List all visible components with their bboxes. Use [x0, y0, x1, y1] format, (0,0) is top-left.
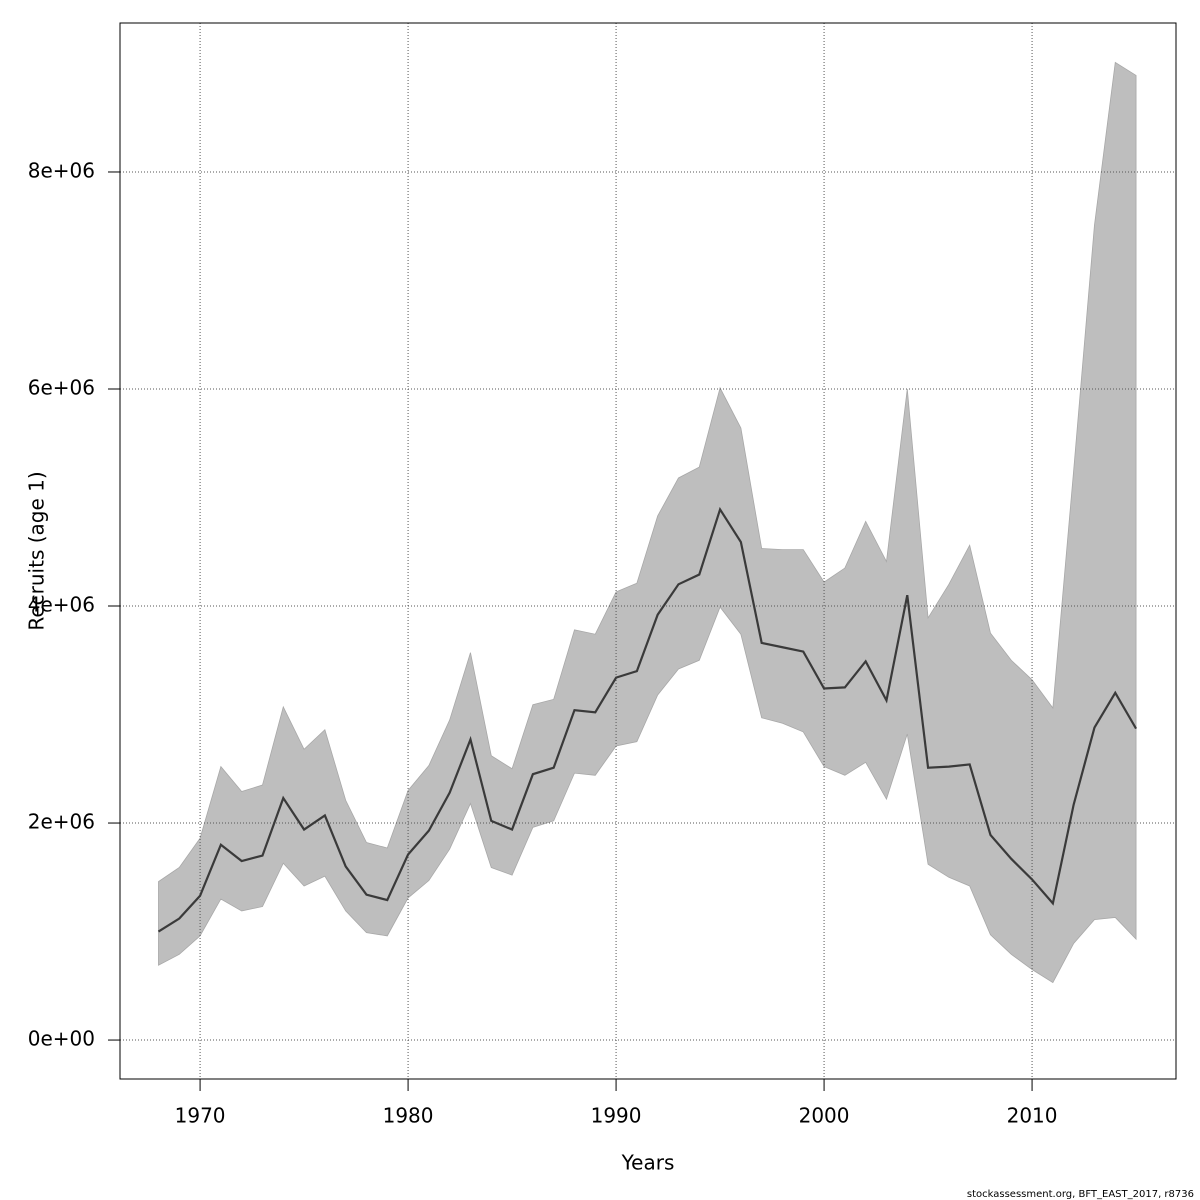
- x-tick-label: 2010: [1007, 1104, 1058, 1128]
- x-tick-label: 2000: [799, 1104, 850, 1128]
- y-tick-label: 0e+00: [28, 1027, 95, 1051]
- x-tick-label: 1980: [383, 1104, 434, 1128]
- y-tick-label: 4e+06: [28, 593, 95, 617]
- plot-frame: [119, 22, 1177, 1080]
- y-axis-label: Recruits (age 1): [25, 471, 49, 630]
- y-tick-label: 6e+06: [28, 375, 95, 399]
- confidence-band: [158, 61, 1137, 984]
- x-tick-label: 1990: [591, 1104, 642, 1128]
- y-tick-label: 8e+06: [28, 158, 95, 182]
- footnote: stockassessment.org, BFT_EAST_2017, r873…: [967, 1189, 1194, 1200]
- line: [157, 506, 1138, 933]
- y-tick-label: 2e+06: [28, 810, 95, 834]
- x-axis-label: Years: [621, 1151, 675, 1175]
- x-tick-label: 1970: [175, 1104, 226, 1128]
